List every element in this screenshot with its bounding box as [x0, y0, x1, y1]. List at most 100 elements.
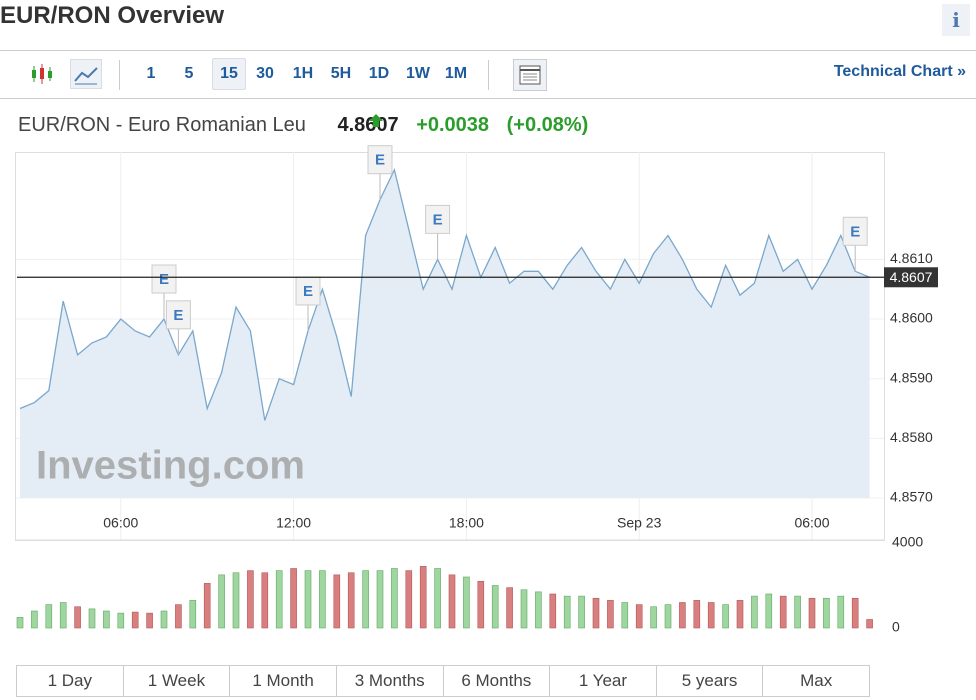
volume-bar [31, 610, 38, 629]
event-marker [151, 264, 177, 294]
volume-bar [463, 576, 470, 629]
range-bar: 1 Day 1 Week 1 Month 3 Months 6 Months 1 Year… [16, 665, 870, 697]
chart: 06:00 12:00 18:00 Sep 23 06:00 4.8570 4.8580 4.… [15, 145, 938, 635]
volume-bar [679, 602, 686, 629]
info-button[interactable]: i [942, 4, 970, 36]
interval-button[interactable]: 5H [330, 65, 352, 82]
volume-bar [607, 600, 614, 629]
volume-bar [59, 602, 67, 629]
volume-bar [851, 597, 859, 629]
volume-bar [218, 574, 225, 629]
volume-bar [520, 589, 528, 629]
interval-button[interactable]: 1H [292, 65, 314, 82]
y-tick-label: 4.8600 [890, 310, 933, 326]
volume-bar [664, 604, 672, 629]
interval-button[interactable]: 15 [212, 58, 246, 90]
event-marker [367, 145, 393, 175]
range-button[interactable]: 5 years [657, 666, 764, 696]
volume-bar [333, 574, 341, 629]
y-tick-label: 0 [892, 619, 900, 635]
separator [488, 60, 489, 90]
range-button[interactable]: 1 Month [230, 666, 337, 696]
volume-bar [794, 595, 801, 629]
x-tick-label: 12:00 [276, 515, 311, 531]
volume-bar [563, 595, 571, 629]
volume-bar [866, 619, 873, 629]
y-tick-label: 4000 [892, 534, 923, 550]
volume-bar [419, 566, 427, 629]
interval-button[interactable]: 30 [256, 65, 274, 82]
event-marker [842, 216, 868, 246]
volume-bar [304, 570, 312, 629]
volume-bar [491, 585, 499, 629]
volume-bar [448, 574, 456, 629]
interval-button[interactable]: 1W [406, 65, 430, 82]
volume-bar [592, 597, 600, 629]
volume-bar [261, 572, 269, 629]
price: 4.8607 [337, 114, 399, 136]
instrument-name: EUR/RON - Euro Romanian Leu [18, 114, 306, 136]
range-button[interactable]: 1 Year [550, 666, 657, 696]
volume-bar [247, 570, 254, 629]
divider [0, 98, 976, 99]
volume-bar [765, 593, 773, 629]
price-line [19, 167, 870, 421]
event-label: E [850, 223, 860, 240]
range-button[interactable]: 3 Months [337, 666, 444, 696]
volume-bar [275, 570, 283, 629]
volume-bar [290, 568, 297, 629]
candle-icon[interactable] [30, 62, 54, 86]
volume-bar [535, 591, 542, 629]
volume-bar [477, 580, 485, 629]
volume-bar [434, 568, 441, 629]
range-button[interactable]: Max [800, 671, 833, 690]
range-button[interactable]: 6 Months [444, 666, 551, 696]
volume-bar [16, 617, 24, 629]
volume-bar [117, 612, 125, 629]
volume-bar [693, 600, 701, 629]
volume-bar [88, 608, 96, 629]
event-marker [425, 204, 451, 234]
volume-bar [405, 570, 413, 629]
event-label: E [375, 152, 385, 169]
volume-bar [319, 570, 326, 629]
interval-button[interactable]: 1M [444, 65, 468, 82]
last-price-box [884, 267, 938, 288]
x-tick-label: 06:00 [103, 515, 138, 531]
interval-button[interactable]: 5 [184, 65, 194, 82]
technical-chart-link[interactable]: Technical Chart » [833, 63, 966, 80]
price-area [20, 169, 870, 498]
volume-bar [376, 570, 384, 629]
divider [0, 50, 976, 51]
y-tick-label: 4.8580 [890, 429, 933, 445]
volume-bar [736, 600, 744, 629]
volume-bar [232, 572, 240, 629]
volume-bar [837, 595, 845, 629]
y-tick-label: 4.8610 [890, 250, 933, 266]
volume-bar [362, 570, 369, 629]
event-marker [295, 276, 321, 306]
news-icon[interactable] [513, 59, 547, 91]
volume-bar [707, 602, 715, 629]
interval-button[interactable]: 1D [368, 65, 390, 82]
page-title: EUR/RON Overview [0, 2, 225, 29]
range-button[interactable]: 1 Day [17, 666, 124, 696]
line-icon[interactable] [70, 59, 102, 89]
volume-bar [823, 597, 830, 629]
volume-bar [621, 602, 629, 629]
change: +0.0038 [416, 114, 490, 136]
event-label: E [173, 307, 183, 324]
event-label: E [433, 211, 443, 228]
volume-bar [189, 600, 197, 629]
event-label: E [159, 271, 169, 288]
volume-bar [578, 595, 585, 629]
interval-button[interactable]: 1 [146, 65, 156, 82]
volume-bar [779, 595, 787, 629]
event-marker [165, 300, 191, 330]
volume-bar [131, 611, 139, 629]
up-arrow [369, 114, 383, 127]
x-tick-label: 18:00 [449, 515, 484, 531]
last-price-label: 4.8607 [890, 269, 933, 285]
range-button[interactable]: 1 Week [124, 666, 231, 696]
